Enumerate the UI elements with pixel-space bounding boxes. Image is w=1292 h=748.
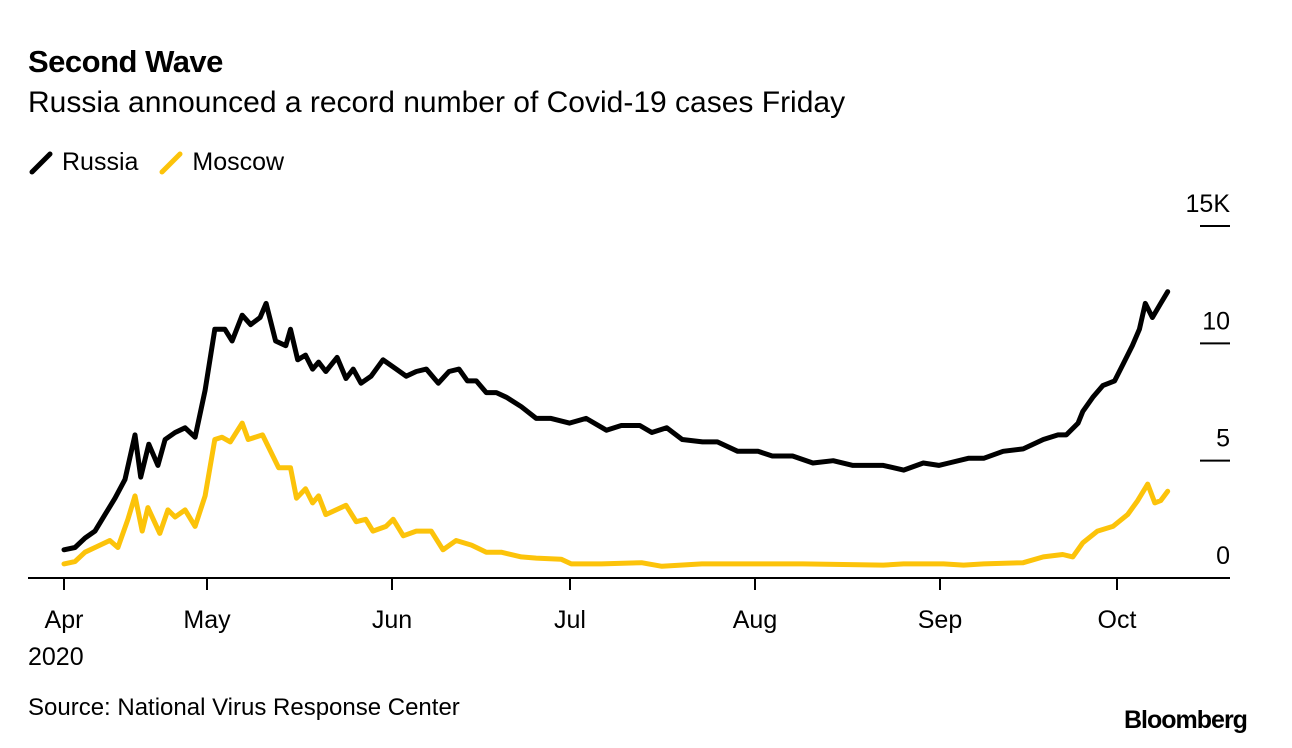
series-line-moscow <box>61 420 1171 569</box>
legend-swatch-moscow <box>159 151 183 174</box>
legend-label-moscow: Moscow <box>192 148 285 176</box>
legend: Russia Moscow <box>28 148 304 177</box>
y-tick-label: 5 <box>1216 425 1230 453</box>
legend-swatch-russia <box>29 151 53 174</box>
x-tick-label: Aug <box>733 606 777 634</box>
y-tick-label: 15K <box>1186 190 1231 218</box>
legend-item-russia: Russia <box>28 148 138 177</box>
x-tick-label: Jul <box>554 606 586 634</box>
series-line-russia <box>61 289 1171 553</box>
y-tick-label: 10 <box>1202 307 1230 335</box>
x-tick-label: Oct <box>1098 606 1137 634</box>
x-tick-year-label: 2020 <box>28 643 84 671</box>
x-tick-label: Sep <box>918 606 962 634</box>
legend-label-russia: Russia <box>62 148 139 176</box>
chart-subtitle: Russia announced a record number of Covi… <box>28 86 846 119</box>
x-tick-label: Apr <box>45 606 84 634</box>
bloomberg-logo: Bloomberg <box>1124 706 1248 734</box>
chart-title: Second Wave <box>28 44 223 79</box>
source-note: Source: National Virus Response Center <box>28 694 460 721</box>
legend-item-moscow: Moscow <box>158 148 284 177</box>
x-tick-label: May <box>183 606 231 634</box>
y-tick-label: 0 <box>1216 542 1230 570</box>
x-tick-label: Jun <box>372 606 412 634</box>
